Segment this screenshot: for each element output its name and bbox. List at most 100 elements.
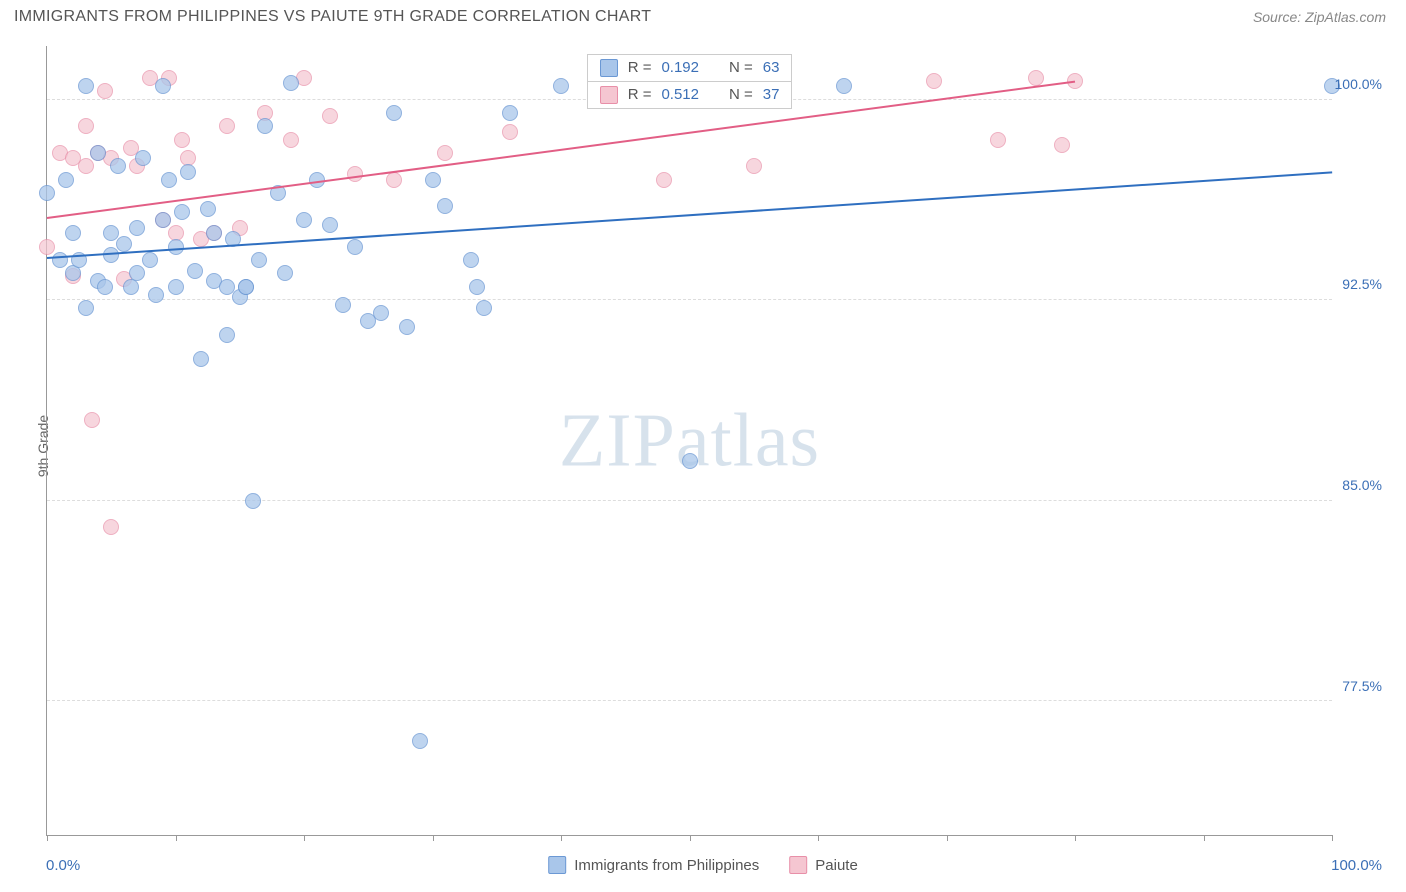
scatter-point-blue: [174, 204, 190, 220]
scatter-point-blue: [469, 279, 485, 295]
watermark: ZIPatlas: [559, 397, 820, 484]
stat-r-value-pink: 0.512: [661, 86, 699, 103]
scatter-point-blue: [238, 279, 254, 295]
scatter-point-blue: [129, 220, 145, 236]
scatter-point-blue: [219, 327, 235, 343]
scatter-point-pink: [746, 158, 762, 174]
chart-title: IMMIGRANTS FROM PHILIPPINES VS PAIUTE 9T…: [14, 8, 651, 26]
scatter-point-pink: [1028, 70, 1044, 86]
scatter-point-blue: [437, 198, 453, 214]
legend-item-pink: Paiute: [789, 856, 858, 874]
x-tick: [690, 835, 691, 841]
scatter-point-blue: [65, 225, 81, 241]
x-tick: [1075, 835, 1076, 841]
scatter-point-blue: [682, 453, 698, 469]
scatter-point-pink: [322, 108, 338, 124]
scatter-point-blue: [142, 252, 158, 268]
x-tick: [176, 835, 177, 841]
x-tick: [1332, 835, 1333, 841]
scatter-point-pink: [656, 172, 672, 188]
scatter-point-blue: [193, 351, 209, 367]
scatter-point-pink: [78, 118, 94, 134]
scatter-point-blue: [148, 287, 164, 303]
scatter-point-pink: [437, 145, 453, 161]
scatter-point-blue: [836, 78, 852, 94]
watermark-zip: ZIP: [559, 398, 676, 482]
gridline: [47, 500, 1332, 501]
scatter-point-blue: [425, 172, 441, 188]
scatter-point-blue: [412, 733, 428, 749]
scatter-point-blue: [168, 239, 184, 255]
scatter-point-blue: [187, 263, 203, 279]
plot-area: ZIPatlas R = 0.192 N = 63R = 0.512 N = 37: [46, 46, 1332, 836]
stat-n-value-pink: 37: [763, 86, 780, 103]
y-tick-label: 92.5%: [1342, 276, 1382, 292]
scatter-point-blue: [110, 158, 126, 174]
scatter-point-blue: [135, 150, 151, 166]
trend-line-blue: [47, 172, 1332, 260]
x-tick: [304, 835, 305, 841]
scatter-point-blue: [257, 118, 273, 134]
stat-r-label: R =: [628, 59, 652, 76]
y-tick-label: 77.5%: [1342, 678, 1382, 694]
x-axis-max-label: 100.0%: [1331, 857, 1382, 874]
scatter-point-pink: [78, 158, 94, 174]
scatter-point-pink: [97, 83, 113, 99]
legend-label-blue: Immigrants from Philippines: [574, 857, 759, 874]
x-tick: [947, 835, 948, 841]
x-axis-min-label: 0.0%: [46, 857, 80, 874]
scatter-point-pink: [283, 132, 299, 148]
stat-swatch-blue: [600, 59, 618, 77]
stat-row-blue: R = 0.192 N = 63: [587, 54, 793, 82]
stat-r-value-blue: 0.192: [661, 59, 699, 76]
legend-label-pink: Paiute: [815, 857, 858, 874]
scatter-point-blue: [373, 305, 389, 321]
legend: Immigrants from Philippines Paiute: [548, 856, 858, 874]
scatter-point-blue: [399, 319, 415, 335]
scatter-point-blue: [58, 172, 74, 188]
scatter-point-blue: [200, 201, 216, 217]
scatter-point-pink: [103, 519, 119, 535]
scatter-point-pink: [502, 124, 518, 140]
scatter-point-blue: [347, 239, 363, 255]
x-tick: [561, 835, 562, 841]
scatter-point-blue: [39, 185, 55, 201]
y-tick-label: 100.0%: [1335, 76, 1382, 92]
scatter-point-pink: [84, 412, 100, 428]
stat-n-label: N =: [729, 59, 753, 76]
scatter-point-blue: [335, 297, 351, 313]
x-tick: [1204, 835, 1205, 841]
scatter-point-blue: [161, 172, 177, 188]
scatter-point-blue: [553, 78, 569, 94]
x-tick: [433, 835, 434, 841]
stat-n-label: N =: [729, 86, 753, 103]
scatter-point-pink: [990, 132, 1006, 148]
correlation-stat-box: R = 0.192 N = 63R = 0.512 N = 37: [587, 54, 793, 109]
scatter-point-blue: [502, 105, 518, 121]
chart-area: ZIPatlas R = 0.192 N = 63R = 0.512 N = 37 77.5…: [46, 46, 1392, 836]
scatter-point-blue: [251, 252, 267, 268]
scatter-point-blue: [277, 265, 293, 281]
scatter-point-blue: [78, 78, 94, 94]
scatter-point-blue: [206, 225, 222, 241]
scatter-point-pink: [219, 118, 235, 134]
stat-n-value-blue: 63: [763, 59, 780, 76]
scatter-point-blue: [155, 78, 171, 94]
scatter-point-blue: [476, 300, 492, 316]
scatter-point-blue: [155, 212, 171, 228]
scatter-point-blue: [296, 212, 312, 228]
y-tick-label: 85.0%: [1342, 477, 1382, 493]
scatter-point-blue: [463, 252, 479, 268]
chart-header: IMMIGRANTS FROM PHILIPPINES VS PAIUTE 9T…: [0, 0, 1406, 34]
scatter-point-blue: [116, 236, 132, 252]
chart-source: Source: ZipAtlas.com: [1253, 9, 1386, 25]
scatter-point-pink: [39, 239, 55, 255]
legend-item-blue: Immigrants from Philippines: [548, 856, 759, 874]
x-tick: [47, 835, 48, 841]
scatter-point-blue: [245, 493, 261, 509]
stat-row-pink: R =0.512N =37: [587, 82, 793, 109]
scatter-point-pink: [174, 132, 190, 148]
gridline: [47, 700, 1332, 701]
scatter-point-pink: [926, 73, 942, 89]
watermark-atlas: atlas: [676, 398, 820, 482]
